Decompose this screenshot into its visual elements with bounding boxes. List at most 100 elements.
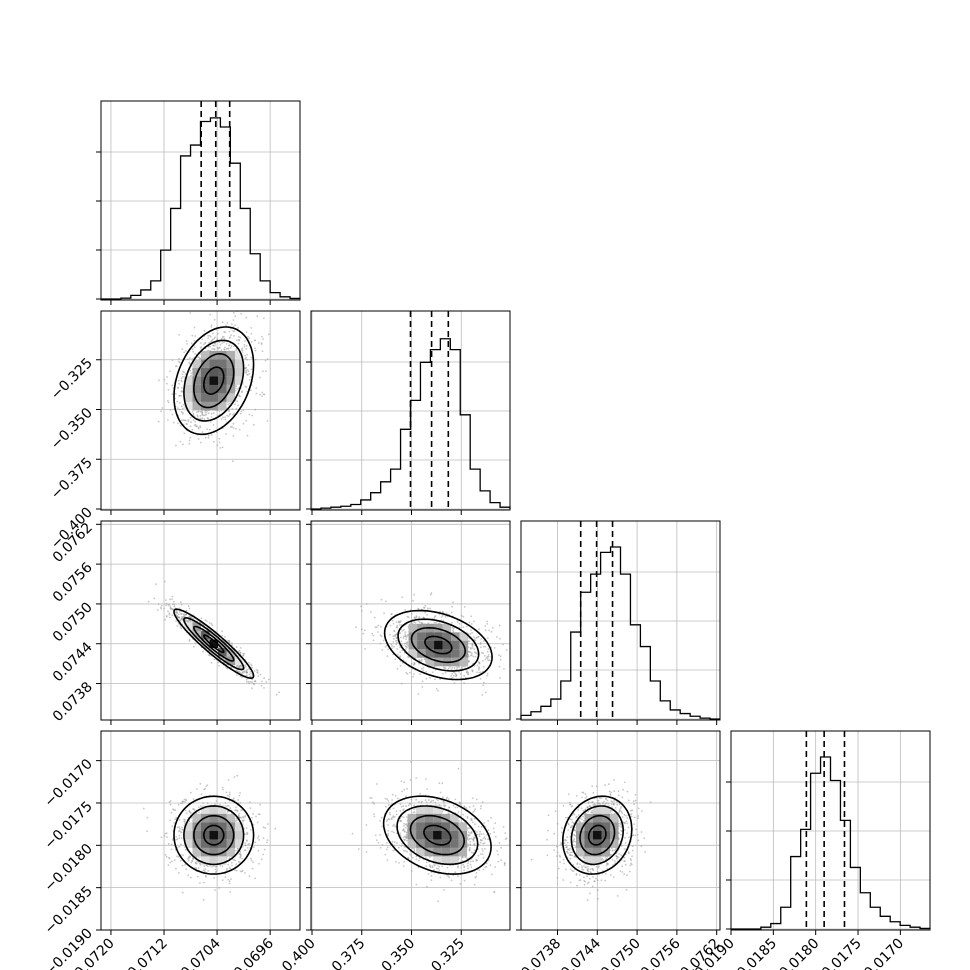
sample-point [426, 613, 428, 616]
sample-point [256, 669, 259, 672]
sample-point [240, 348, 243, 351]
sample-point [447, 875, 450, 878]
sample-point [142, 807, 145, 810]
sample-point [246, 680, 248, 683]
sample-point [185, 613, 188, 616]
sample-point [266, 420, 269, 422]
sample-point [173, 822, 176, 824]
sample-point [232, 797, 235, 800]
sample-point [275, 693, 278, 696]
sample-point [209, 421, 212, 423]
sample-point [177, 360, 180, 363]
density-cell [235, 656, 244, 665]
sample-point [240, 410, 243, 413]
sample-point [202, 343, 205, 346]
sample-point [239, 336, 242, 339]
sample-point [399, 651, 401, 654]
density-cell [226, 376, 235, 385]
sample-point [160, 608, 163, 610]
sample-point [189, 791, 192, 794]
sample-point [207, 337, 210, 339]
sample-point [439, 610, 441, 613]
sample-point [250, 327, 253, 329]
sample-point [180, 618, 183, 621]
sample-point [203, 788, 205, 791]
histogram-1 [311, 338, 511, 510]
sample-point [187, 605, 190, 608]
sample-point [239, 792, 242, 794]
sample-point [173, 809, 175, 811]
sample-point [237, 342, 240, 345]
sample-point [243, 345, 246, 348]
sample-point [210, 324, 213, 326]
sample-point [187, 858, 189, 860]
density-cell [201, 822, 210, 831]
sample-point [236, 847, 239, 850]
sample-point [207, 870, 210, 872]
sample-point [233, 345, 236, 348]
density-cell [459, 649, 469, 658]
sample-point [478, 628, 480, 631]
sample-point [247, 335, 249, 338]
sample-point [470, 615, 472, 618]
sample-point [180, 601, 182, 604]
sample-point [186, 343, 189, 345]
sample-point [190, 876, 192, 879]
sample-point [456, 621, 459, 623]
sample-point [176, 855, 178, 858]
sample-point [190, 372, 193, 375]
sample-point [192, 798, 195, 800]
sample-point [482, 665, 485, 668]
sample-point [479, 643, 482, 646]
density-cell [201, 376, 210, 385]
sample-point [399, 646, 401, 649]
sample-point [186, 358, 189, 361]
sample-point [241, 347, 244, 350]
sample-point [451, 621, 453, 624]
sample-point [181, 891, 184, 894]
sample-point [189, 416, 192, 419]
sample-point [249, 807, 252, 809]
sample-point [216, 346, 219, 349]
sample-point [236, 774, 239, 777]
sample-point [183, 351, 186, 354]
sample-point [232, 427, 235, 429]
sample-point [396, 668, 399, 670]
sample-point [437, 689, 439, 692]
sample-point [247, 843, 250, 845]
density-cell [235, 359, 244, 368]
density-cell [184, 401, 193, 411]
sample-point [245, 347, 248, 350]
sample-point [235, 869, 238, 872]
density-cell [235, 376, 244, 385]
sample-point [167, 864, 170, 866]
sample-point [169, 819, 172, 822]
sample-point [238, 428, 241, 431]
sample-point [484, 629, 487, 632]
sample-point [466, 865, 469, 867]
sample-point [257, 850, 260, 852]
sample-point [201, 413, 204, 415]
sample-point [250, 356, 253, 359]
sample-point [402, 836, 405, 839]
sample-point [250, 859, 253, 862]
sample-point [233, 312, 235, 314]
density-cell [184, 830, 193, 840]
sample-point [478, 833, 481, 836]
sample-point [194, 421, 197, 423]
sample-point [245, 316, 248, 319]
diag-panel-3 [726, 730, 931, 931]
sample-point [245, 345, 248, 347]
sample-point [185, 340, 188, 342]
sample-point [468, 660, 471, 663]
sample-point [237, 404, 240, 407]
sample-point [177, 422, 179, 425]
sample-point [412, 675, 414, 678]
sample-point [236, 664, 239, 667]
sample-point [174, 809, 177, 811]
sample-point [248, 668, 250, 670]
sample-point [256, 837, 259, 839]
sample-point [418, 859, 420, 862]
sample-point [191, 410, 194, 413]
density-cell [434, 657, 443, 667]
